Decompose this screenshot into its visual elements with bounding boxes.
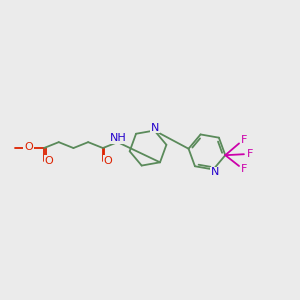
- Text: N: N: [211, 167, 220, 177]
- Text: F: F: [247, 149, 253, 159]
- Text: O: O: [103, 156, 112, 166]
- Text: F: F: [241, 164, 247, 174]
- Text: O: O: [24, 142, 33, 152]
- Text: NH: NH: [110, 133, 127, 143]
- Text: O: O: [44, 156, 53, 166]
- Text: F: F: [241, 136, 247, 146]
- Text: N: N: [151, 123, 160, 133]
